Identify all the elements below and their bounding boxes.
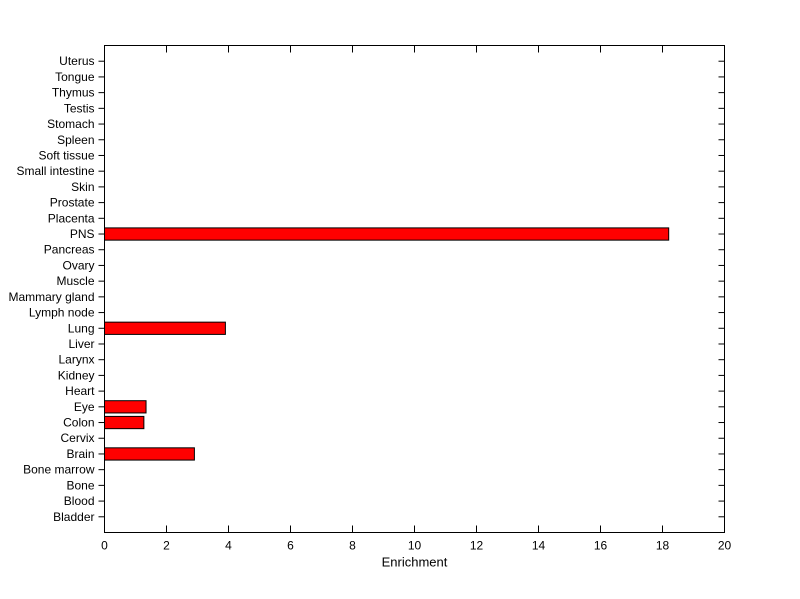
svg-text:Larynx: Larynx (58, 353, 94, 367)
svg-text:Eye: Eye (74, 400, 95, 414)
svg-text:Bone marrow: Bone marrow (23, 463, 95, 477)
svg-text:Skin: Skin (71, 180, 94, 194)
svg-text:10: 10 (408, 539, 422, 553)
svg-text:12: 12 (470, 539, 484, 553)
svg-text:2: 2 (163, 539, 170, 553)
svg-text:Brain: Brain (66, 447, 94, 461)
svg-text:Spleen: Spleen (57, 133, 94, 147)
svg-text:4: 4 (225, 539, 232, 553)
svg-text:Placenta: Placenta (48, 211, 95, 225)
svg-text:Soft tissue: Soft tissue (38, 148, 94, 162)
svg-text:20: 20 (718, 539, 732, 553)
svg-text:18: 18 (656, 539, 670, 553)
svg-text:Cervix: Cervix (60, 431, 94, 445)
svg-text:14: 14 (532, 539, 546, 553)
svg-text:Blood: Blood (64, 494, 95, 508)
svg-text:Heart: Heart (65, 384, 95, 398)
svg-text:6: 6 (287, 539, 294, 553)
svg-text:Tongue: Tongue (55, 70, 95, 84)
svg-text:Enrichment: Enrichment (382, 555, 448, 570)
svg-text:0: 0 (101, 539, 108, 553)
svg-text:Mammary gland: Mammary gland (8, 290, 94, 304)
svg-text:Uterus: Uterus (59, 54, 94, 68)
svg-text:Pancreas: Pancreas (44, 243, 95, 257)
svg-text:Prostate: Prostate (50, 196, 95, 210)
svg-text:Testis: Testis (64, 101, 95, 115)
svg-text:Lymph node: Lymph node (29, 306, 95, 320)
svg-text:Bone: Bone (66, 478, 94, 492)
svg-text:Liver: Liver (68, 337, 94, 351)
svg-text:Thymus: Thymus (52, 86, 95, 100)
svg-text:Muscle: Muscle (56, 274, 94, 288)
svg-text:Ovary: Ovary (62, 258, 94, 272)
svg-text:Lung: Lung (68, 321, 95, 335)
svg-text:Small intestine: Small intestine (16, 164, 94, 178)
svg-text:Stomach: Stomach (47, 117, 94, 131)
svg-text:Kidney: Kidney (58, 368, 95, 382)
svg-text:16: 16 (594, 539, 608, 553)
svg-text:Colon: Colon (63, 416, 94, 430)
svg-text:8: 8 (349, 539, 356, 553)
svg-text:PNS: PNS (70, 227, 95, 241)
svg-text:Bladder: Bladder (53, 510, 94, 524)
